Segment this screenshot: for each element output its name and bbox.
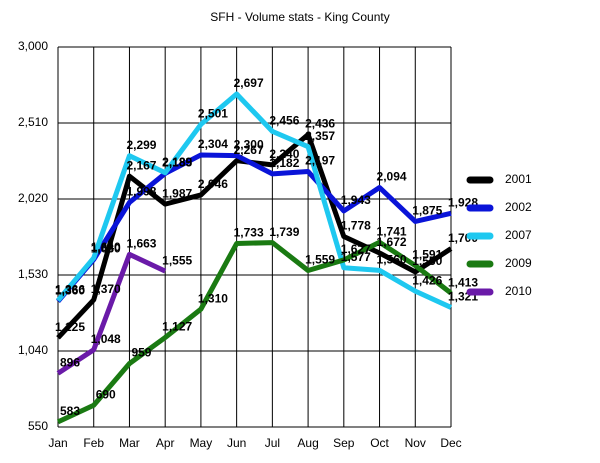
series-line [56, 152, 452, 303]
data-label: 690 [96, 387, 116, 401]
data-label: 1,663 [126, 237, 156, 251]
data-label: 1,550 [412, 254, 442, 268]
x-tick-label: May [190, 436, 213, 450]
data-label: 2,501 [198, 107, 228, 121]
series-line [56, 91, 453, 310]
x-tick-label: Apr [156, 436, 175, 450]
data-label: 1,426 [412, 273, 442, 287]
data-label: 1,366 [55, 283, 85, 297]
x-tick-label: Mar [119, 436, 140, 450]
y-tick-label: 1,040 [18, 343, 48, 357]
x-tick-label: Oct [370, 436, 389, 450]
data-label: 2,456 [269, 114, 299, 128]
data-label: 1,741 [377, 224, 407, 238]
data-label: 2,046 [198, 177, 228, 191]
y-tick-label: 2,020 [18, 191, 48, 205]
data-label: 2,094 [377, 170, 407, 184]
chart-title: SFH - Volume stats - King County [210, 10, 389, 24]
data-label: 2,182 [269, 156, 299, 170]
data-label: 2,304 [198, 137, 228, 151]
x-tick-label: Jan [48, 436, 67, 450]
x-tick-label: Sep [333, 436, 355, 450]
data-label: 2,436 [305, 117, 335, 131]
data-label: 1,559 [305, 253, 335, 267]
data-label: 1,127 [162, 320, 192, 334]
data-label: 1,875 [412, 204, 442, 218]
data-label: 1,048 [91, 332, 121, 346]
x-tick-label: Aug [297, 436, 318, 450]
y-tick-label: 2,510 [18, 115, 48, 129]
x-tick-label: Jun [227, 436, 246, 450]
data-label: 1,998 [126, 185, 156, 199]
legend-label: 2009 [505, 256, 532, 270]
x-tick-label: Dec [440, 436, 461, 450]
x-tick-label: Nov [405, 436, 426, 450]
data-label: 896 [60, 356, 80, 370]
data-label: 1,627 [341, 242, 371, 256]
data-label: 1,360 [55, 284, 85, 298]
data-label: 1,943 [341, 193, 371, 207]
y-tick-label: 3,000 [18, 39, 48, 53]
y-tick-label: 1,530 [18, 267, 48, 281]
data-label: 1,987 [162, 186, 192, 200]
data-label: 1,591 [412, 248, 442, 262]
data-label: 2,167 [126, 158, 156, 172]
data-label: 1,672 [377, 235, 407, 249]
data-label: 1,555 [162, 253, 192, 267]
legend-label: 2007 [505, 228, 532, 242]
data-label: 2,197 [305, 154, 335, 168]
data-label: 1,370 [91, 282, 121, 296]
data-label: 1,733 [234, 226, 264, 240]
data-label: 1,778 [341, 219, 371, 233]
data-label: 959 [131, 346, 151, 360]
data-label: 1,125 [55, 320, 85, 334]
data-label: 2,185 [162, 156, 192, 170]
series-line [56, 251, 167, 376]
data-label: 1,560 [377, 253, 407, 267]
data-label: 1,310 [198, 291, 228, 305]
data-label: 2,357 [305, 129, 335, 143]
x-tick-label: Jul [265, 436, 280, 450]
legend-label: 2001 [505, 172, 532, 186]
x-tick-label: Feb [83, 436, 104, 450]
legend-label: 2002 [505, 200, 532, 214]
data-label: 2,299 [126, 138, 156, 152]
legend-label: 2010 [505, 284, 532, 298]
data-label: 2,697 [234, 76, 264, 90]
data-label: 2,267 [234, 143, 264, 157]
data-label: 1,413 [448, 275, 478, 289]
data-label: 1,577 [341, 250, 371, 264]
y-tick-label: 550 [28, 419, 48, 433]
data-label: 583 [60, 404, 80, 418]
series-line [56, 239, 453, 425]
data-label: 2,240 [269, 147, 299, 161]
data-label: 2,300 [234, 138, 264, 152]
data-label: 1,640 [91, 240, 121, 254]
data-label: 2,189 [162, 155, 192, 169]
data-label: 1,630 [91, 242, 121, 256]
data-label: 1,739 [269, 225, 299, 239]
